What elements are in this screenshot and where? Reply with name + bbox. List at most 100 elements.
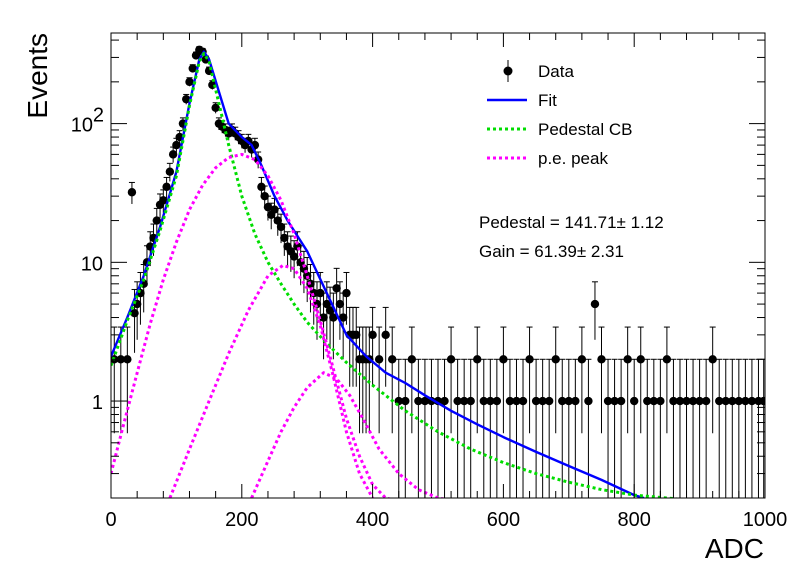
data-point — [289, 252, 299, 261]
data-point — [159, 196, 168, 205]
data-point — [630, 396, 639, 406]
p-e-peak-3-curve — [250, 371, 448, 498]
data-point — [656, 396, 665, 406]
data-point — [257, 182, 266, 192]
data-point — [571, 396, 580, 406]
data-point — [374, 355, 384, 364]
data-point — [260, 191, 269, 201]
data-point — [590, 299, 600, 309]
legend-data-label: Data — [538, 62, 574, 81]
data-point — [741, 396, 750, 406]
data-point — [335, 299, 345, 309]
data-point — [280, 233, 289, 243]
data-point — [188, 64, 197, 73]
data-point — [584, 396, 593, 406]
y-tick-label: 10 — [81, 253, 103, 275]
data-point — [388, 355, 397, 364]
legend-data-marker — [503, 66, 513, 76]
data-layer — [111, 45, 765, 498]
data-point — [316, 288, 325, 298]
data-point — [688, 396, 698, 406]
y-axis-title: Events — [22, 33, 53, 119]
curve-layer — [111, 50, 683, 498]
data-point — [708, 355, 717, 364]
data-point — [649, 396, 659, 406]
data-point — [407, 355, 417, 364]
data-point — [322, 299, 332, 309]
data-point — [332, 284, 341, 293]
data-point — [401, 396, 410, 406]
data-point — [130, 308, 139, 318]
legend-pedestal-cb-label: Pedestal CB — [538, 120, 633, 139]
data-point — [512, 396, 521, 406]
data-point — [531, 396, 541, 406]
data-point — [623, 355, 632, 364]
x-tick-label: 800 — [618, 509, 651, 531]
data-point — [682, 396, 691, 406]
data-point — [466, 396, 475, 406]
data-point — [525, 355, 534, 364]
data-point — [486, 396, 495, 406]
data-point — [643, 396, 652, 406]
legend: Data Fit Pedestal CB p.e. peak — [487, 60, 633, 168]
data-point — [544, 396, 554, 406]
data-point — [168, 150, 178, 159]
data-point — [499, 355, 508, 364]
data-point — [505, 396, 515, 406]
data-point — [669, 396, 678, 406]
y-tick-label-exponent: 2 — [93, 105, 104, 127]
data-point — [123, 355, 132, 364]
plot-frame — [110, 32, 766, 499]
data-point — [352, 330, 361, 340]
x-tick-label: 400 — [356, 509, 389, 531]
data-point — [381, 330, 390, 340]
data-point — [263, 202, 273, 212]
data-point — [564, 396, 573, 406]
data-point — [211, 103, 220, 113]
data-point — [701, 396, 711, 406]
pedestal-annotation: Pedestal = 141.71± 1.12 — [479, 213, 664, 232]
data-point — [152, 216, 161, 225]
gain-annotation: Gain = 61.39± 2.31 — [479, 242, 624, 261]
data-point — [116, 355, 126, 364]
data-point — [329, 313, 338, 322]
data-point — [721, 396, 730, 406]
data-point — [597, 355, 606, 364]
data-point — [165, 167, 175, 176]
data-point — [453, 396, 462, 406]
data-point — [325, 306, 335, 315]
data-point — [473, 355, 482, 364]
data-point — [459, 396, 469, 406]
data-point — [127, 188, 137, 197]
y-tick-label: 10 — [71, 115, 93, 137]
data-point — [492, 396, 502, 406]
data-point — [414, 396, 423, 406]
data-point — [270, 205, 279, 214]
x-tick-label: 1000 — [743, 509, 788, 531]
x-axis-title: ADC — [705, 533, 764, 564]
data-point — [420, 396, 430, 406]
data-point — [734, 396, 744, 406]
y-tick-label: 1 — [92, 392, 103, 414]
x-tick-label: 600 — [487, 509, 520, 531]
data-point — [558, 396, 567, 406]
data-point — [662, 355, 672, 364]
data-point — [518, 396, 528, 406]
legend-fit-label: Fit — [538, 91, 557, 110]
data-point — [276, 222, 286, 232]
data-point — [538, 396, 547, 406]
pedestal-cb-curve — [111, 52, 683, 498]
data-point — [610, 396, 619, 406]
data-point — [695, 396, 704, 406]
data-point — [172, 140, 181, 150]
data-point — [440, 396, 449, 406]
data-point — [577, 355, 587, 364]
data-point — [319, 313, 328, 322]
data-point — [479, 396, 488, 406]
data-point — [446, 355, 456, 364]
x-tick-label: 0 — [105, 509, 116, 531]
data-point — [715, 396, 724, 406]
data-point — [368, 330, 377, 340]
